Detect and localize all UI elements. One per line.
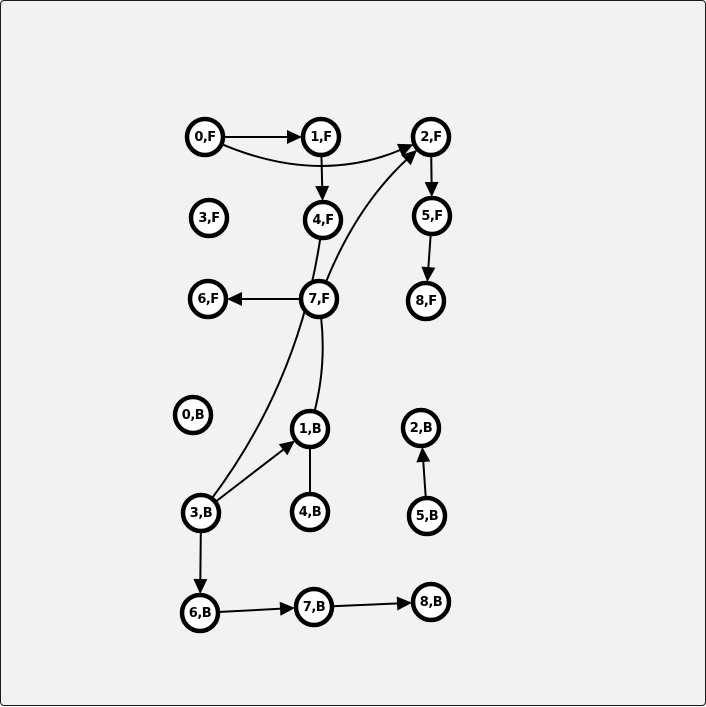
- node-label: 5,B: [416, 509, 438, 524]
- node-8F: 8,F: [408, 283, 444, 319]
- node-4F: 4,F: [305, 202, 341, 238]
- node-7F: 7,F: [301, 281, 337, 317]
- edge-line: [423, 460, 426, 498]
- arrowhead: [279, 441, 295, 456]
- node-label: 1,F: [310, 130, 331, 145]
- node-label: 6,F: [197, 292, 218, 307]
- edge-2F-5F: [425, 155, 439, 197]
- node-label: 4,F: [312, 213, 333, 228]
- edge-line: [428, 234, 430, 269]
- node-label: 8,F: [415, 294, 436, 309]
- arrowhead: [227, 292, 242, 306]
- node-0F: 0,F: [187, 119, 223, 155]
- edge-line: [215, 449, 284, 502]
- edge-line: [200, 531, 201, 581]
- edge-5F-8F: [421, 234, 435, 282]
- node-label: 4,B: [299, 505, 321, 520]
- edge-line: [218, 609, 282, 612]
- node-5F: 5,F: [414, 198, 450, 234]
- node-6F: 6,F: [190, 281, 226, 317]
- node-2F: 2,F: [413, 119, 449, 155]
- edge-3B-1B: [215, 441, 295, 502]
- edge-6B-7B: [218, 602, 295, 616]
- edge-7B-8B: [332, 596, 412, 610]
- node-label: 7,B: [303, 600, 325, 615]
- node-4B: 4,B: [292, 494, 328, 530]
- arrowhead: [193, 579, 207, 594]
- node-1B: 1,B: [292, 411, 328, 447]
- arrowhead: [397, 596, 412, 610]
- edge-4F-3B: [212, 238, 321, 499]
- arrowhead: [280, 602, 295, 616]
- edge-7F-6F: [227, 292, 301, 306]
- node-label: 5,F: [421, 209, 442, 224]
- edge-1F-4F: [315, 155, 329, 201]
- node-label: 3,F: [198, 211, 219, 226]
- node-3B: 3,B: [183, 495, 219, 531]
- edge-7F-1B: [314, 317, 322, 412]
- node-label: 0,B: [182, 408, 204, 423]
- edge-3B-6B: [193, 531, 207, 594]
- node-8B: 8,B: [413, 584, 449, 620]
- node-label: 6,B: [189, 606, 211, 621]
- edge-line: [212, 238, 321, 499]
- node-0B: 0,B: [175, 397, 211, 433]
- arrowhead: [421, 267, 435, 282]
- edge-0F-1F: [223, 130, 302, 144]
- arrowhead: [315, 186, 329, 201]
- arrowhead: [425, 182, 439, 197]
- node-7B: 7,B: [296, 589, 332, 625]
- node-label: 2,F: [420, 130, 441, 145]
- node-label: 2,B: [410, 421, 432, 436]
- arrowhead: [416, 447, 430, 462]
- node-6B: 6,B: [182, 595, 218, 631]
- arrowhead: [287, 130, 302, 144]
- node-label: 0,F: [194, 130, 215, 145]
- node-5B: 5,B: [409, 498, 445, 534]
- node-label: 8,B: [420, 595, 442, 610]
- node-2B: 2,B: [403, 410, 439, 446]
- edge-line: [321, 155, 322, 188]
- edge-line: [314, 317, 322, 412]
- edge-5B-2B: [416, 447, 430, 498]
- node-label: 1,B: [299, 422, 321, 437]
- node-3F: 3,F: [191, 200, 227, 236]
- nodes-layer: 0,F 1,F 2,F 3,F 4,F 5,F 6,F 7,F 8,F 0,B 1,B 2,B 3,B 4…: [175, 119, 450, 631]
- node-label: 7,F: [308, 292, 329, 307]
- edge-line: [332, 603, 399, 606]
- node-label: 3,B: [190, 506, 212, 521]
- node-1F: 1,F: [303, 119, 339, 155]
